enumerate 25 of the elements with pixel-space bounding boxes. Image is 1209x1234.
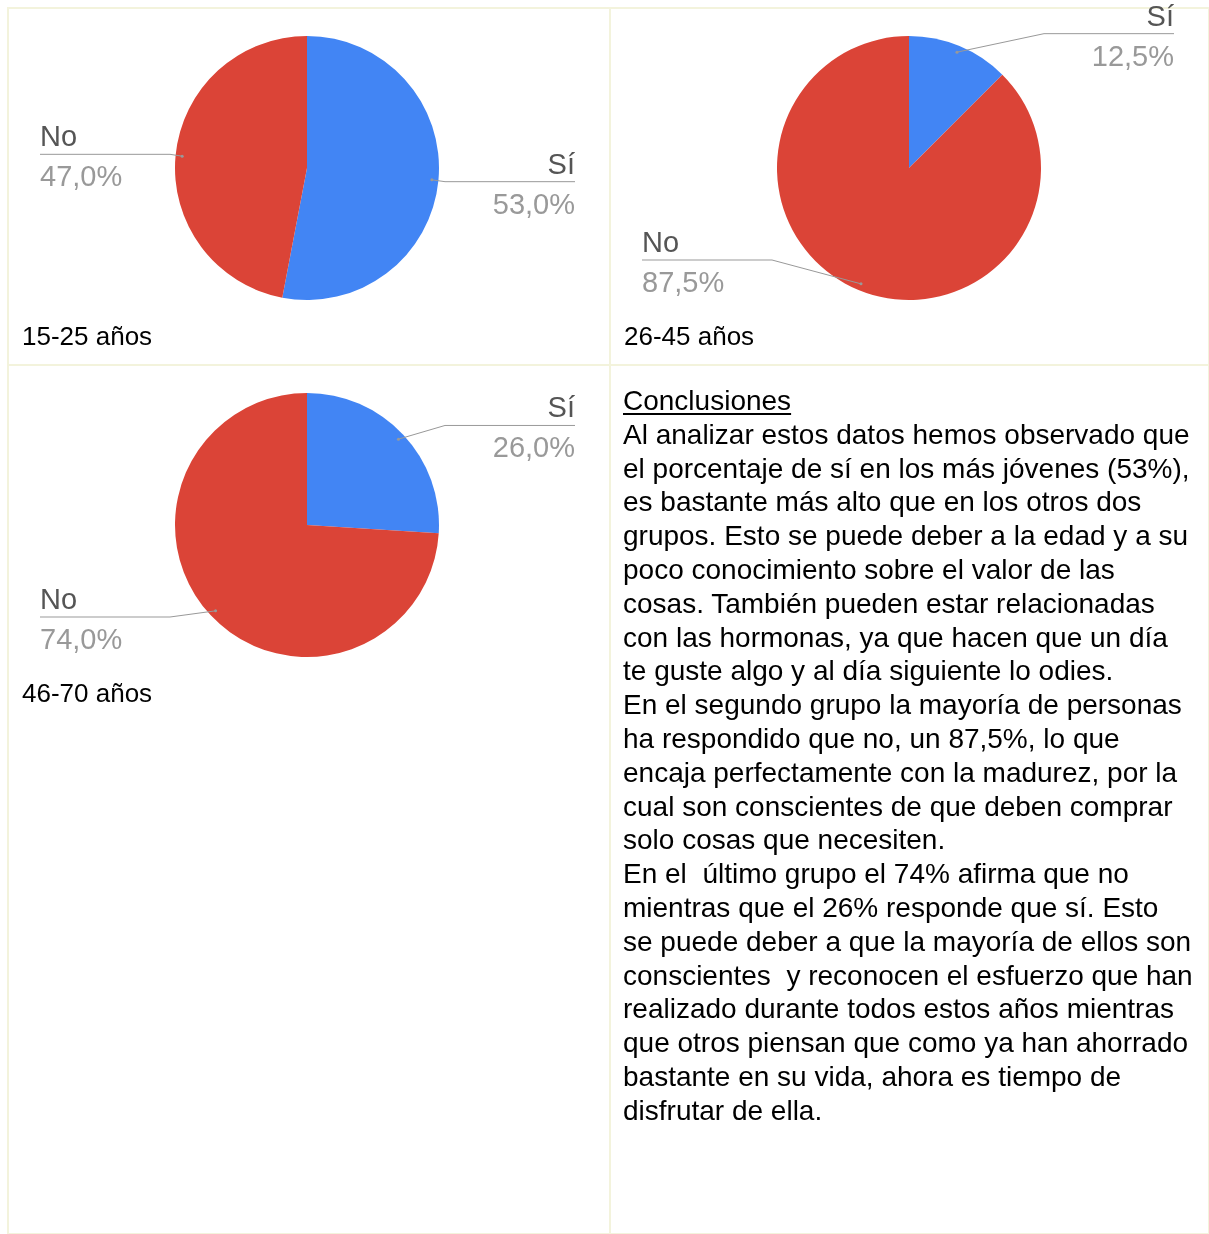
text: Conclusiones (623, 385, 792, 416)
text: 26-45 años (624, 321, 755, 351)
data-label: 74,0% (40, 623, 123, 655)
text: En el último grupo el 74% afirma que no mientras que el 26% responde que sí. Esto se puede deber a que la mayoría de ellos son conscientes y reconocen el esfuerzo que han realizado durante todos estos años mientras que otros piensan que como ya han ahorrado bastante en su vida, ahora es tiempo de disfrutar de ella. (623, 858, 1193, 1126)
data-label: 26,0% (492, 431, 575, 464)
pie-slice (307, 393, 439, 534)
data-label: 53,0% (492, 187, 575, 220)
pie-slice (777, 36, 1041, 300)
data-label: 87,5% (642, 266, 725, 298)
pie-slice (909, 36, 1003, 168)
slice-label: No (40, 120, 78, 153)
pie-slice (175, 393, 439, 657)
data-label: 47,0% (40, 160, 123, 193)
slice-label: Sí (1146, 0, 1174, 32)
slice-label: Sí (547, 147, 575, 180)
data-label: 12,5% (1091, 39, 1174, 72)
slice-label: No (642, 226, 680, 258)
slice-label: Sí (547, 391, 575, 424)
text: 46-70 años (22, 678, 153, 708)
text: Al analizar estos datos hemos observado que el porcentaje de sí en los más jóvenes (53%), es bastante más alto que en los otros dos grupos. Esto se puede deber a la edad y a su poco conocimiento sobre el valor de las cosas. También pueden estar relacionadas con las hormonas, ya que hacen que un día te guste algo y al día siguiente lo odies. (623, 418, 1190, 687)
pie-slice (175, 36, 307, 298)
pie-slice (282, 36, 439, 300)
text: En el segundo grupo la mayoría de personas ha respondido que no, un 87,5%, lo que encaja perfectamente con la madurez, por la cual son conscientes de que deben comprar solo cosas que necesiten. (623, 689, 1182, 856)
slice-label: No (40, 583, 78, 615)
text: 15-25 años (22, 321, 153, 351)
